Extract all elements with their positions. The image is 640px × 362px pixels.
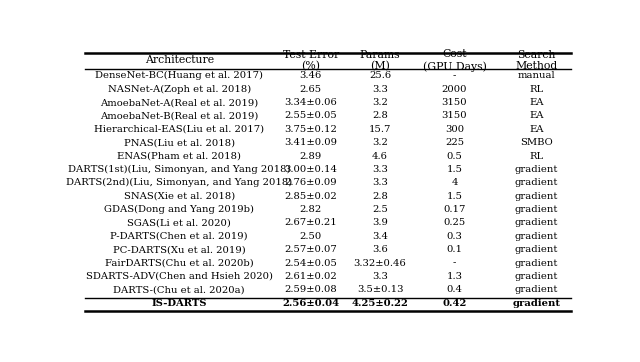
Text: 2.56±0.04: 2.56±0.04: [282, 299, 339, 308]
Text: gradient: gradient: [515, 165, 558, 174]
Text: 3.5±0.13: 3.5±0.13: [357, 285, 403, 294]
Text: 3.3: 3.3: [372, 178, 388, 188]
Text: 4.25±0.22: 4.25±0.22: [351, 299, 408, 308]
Text: 3150: 3150: [442, 111, 467, 121]
Text: 0.1: 0.1: [447, 245, 463, 254]
Text: 4: 4: [451, 178, 458, 188]
Text: EA: EA: [529, 125, 543, 134]
Text: FairDARTS(Chu et al. 2020b): FairDARTS(Chu et al. 2020b): [105, 258, 253, 268]
Text: -: -: [452, 258, 456, 268]
Text: DARTS(2nd)(Liu, Simonyan, and Yang 2018): DARTS(2nd)(Liu, Simonyan, and Yang 2018): [66, 178, 292, 188]
Text: 3.00±0.14: 3.00±0.14: [284, 165, 337, 174]
Text: 3.3: 3.3: [372, 272, 388, 281]
Text: 0.25: 0.25: [444, 219, 466, 227]
Text: gradient: gradient: [512, 299, 561, 308]
Text: DARTS(1st)(Liu, Simonyan, and Yang 2018): DARTS(1st)(Liu, Simonyan, and Yang 2018): [68, 165, 291, 174]
Text: 3.6: 3.6: [372, 245, 388, 254]
Text: 2.67±0.21: 2.67±0.21: [284, 219, 337, 227]
Text: 2.8: 2.8: [372, 111, 388, 121]
Text: RL: RL: [529, 85, 543, 94]
Text: manual: manual: [518, 71, 555, 80]
Text: Test Error
(%): Test Error (%): [282, 50, 339, 71]
Text: 3.41±0.09: 3.41±0.09: [284, 138, 337, 147]
Text: 2.8: 2.8: [372, 192, 388, 201]
Text: gradient: gradient: [515, 245, 558, 254]
Text: gradient: gradient: [515, 258, 558, 268]
Text: 3.2: 3.2: [372, 98, 388, 107]
Text: gradient: gradient: [515, 272, 558, 281]
Text: 15.7: 15.7: [369, 125, 391, 134]
Text: 2.59±0.08: 2.59±0.08: [284, 285, 337, 294]
Text: 1.5: 1.5: [447, 192, 463, 201]
Text: gradient: gradient: [515, 192, 558, 201]
Text: 2.85±0.02: 2.85±0.02: [284, 192, 337, 201]
Text: AmoebaNet-B(Real et al. 2019): AmoebaNet-B(Real et al. 2019): [100, 111, 259, 121]
Text: 1.3: 1.3: [447, 272, 463, 281]
Text: 1.5: 1.5: [447, 165, 463, 174]
Text: 3.32±0.46: 3.32±0.46: [354, 258, 406, 268]
Text: 3150: 3150: [442, 98, 467, 107]
Text: 300: 300: [445, 125, 464, 134]
Text: 3.3: 3.3: [372, 85, 388, 94]
Text: GDAS(Dong and Yang 2019b): GDAS(Dong and Yang 2019b): [104, 205, 254, 214]
Text: RL: RL: [529, 152, 543, 161]
Text: SMBO: SMBO: [520, 138, 553, 147]
Text: ENAS(Pham et al. 2018): ENAS(Pham et al. 2018): [117, 152, 241, 161]
Text: 2.82: 2.82: [300, 205, 322, 214]
Text: Architecture: Architecture: [145, 55, 214, 66]
Text: EA: EA: [529, 98, 543, 107]
Text: 2.57±0.07: 2.57±0.07: [284, 245, 337, 254]
Text: 2.55±0.05: 2.55±0.05: [284, 111, 337, 121]
Text: SDARTS-ADV(Chen and Hsieh 2020): SDARTS-ADV(Chen and Hsieh 2020): [86, 272, 273, 281]
Text: NASNet-A(Zoph et al. 2018): NASNet-A(Zoph et al. 2018): [108, 85, 251, 94]
Text: 0.3: 0.3: [447, 232, 463, 241]
Text: 2.89: 2.89: [300, 152, 322, 161]
Text: IS-DARTS: IS-DARTS: [152, 299, 207, 308]
Text: Cost
(GPU Days): Cost (GPU Days): [422, 49, 486, 72]
Text: AmoebaNet-A(Real et al. 2019): AmoebaNet-A(Real et al. 2019): [100, 98, 259, 107]
Text: gradient: gradient: [515, 178, 558, 188]
Text: 4.6: 4.6: [372, 152, 388, 161]
Text: 0.17: 0.17: [444, 205, 466, 214]
Text: gradient: gradient: [515, 205, 558, 214]
Text: Params
(M): Params (M): [360, 50, 401, 71]
Text: gradient: gradient: [515, 232, 558, 241]
Text: 2.65: 2.65: [300, 85, 322, 94]
Text: 2.5: 2.5: [372, 205, 388, 214]
Text: SGAS(Li et al. 2020): SGAS(Li et al. 2020): [127, 219, 231, 227]
Text: Hierarchical-EAS(Liu et al. 2017): Hierarchical-EAS(Liu et al. 2017): [94, 125, 264, 134]
Text: Search
Method: Search Method: [515, 50, 557, 71]
Text: 2.76±0.09: 2.76±0.09: [284, 178, 337, 188]
Text: P-DARTS(Chen et al. 2019): P-DARTS(Chen et al. 2019): [110, 232, 248, 241]
Text: 3.34±0.06: 3.34±0.06: [284, 98, 337, 107]
Text: 2.61±0.02: 2.61±0.02: [284, 272, 337, 281]
Text: 25.6: 25.6: [369, 71, 391, 80]
Text: EA: EA: [529, 111, 543, 121]
Text: 2.54±0.05: 2.54±0.05: [284, 258, 337, 268]
Text: 225: 225: [445, 138, 464, 147]
Text: 0.5: 0.5: [447, 152, 463, 161]
Text: 3.46: 3.46: [300, 71, 322, 80]
Text: SNAS(Xie et al. 2018): SNAS(Xie et al. 2018): [124, 192, 235, 201]
Text: PC-DARTS(Xu et al. 2019): PC-DARTS(Xu et al. 2019): [113, 245, 246, 254]
Text: -: -: [452, 71, 456, 80]
Text: gradient: gradient: [515, 285, 558, 294]
Text: 3.4: 3.4: [372, 232, 388, 241]
Text: DARTS-(Chu et al. 2020a): DARTS-(Chu et al. 2020a): [113, 285, 245, 294]
Text: 2.50: 2.50: [300, 232, 322, 241]
Text: 0.42: 0.42: [442, 299, 467, 308]
Text: 3.75±0.12: 3.75±0.12: [284, 125, 337, 134]
Text: 0.4: 0.4: [447, 285, 463, 294]
Text: 3.2: 3.2: [372, 138, 388, 147]
Text: gradient: gradient: [515, 219, 558, 227]
Text: PNAS(Liu et al. 2018): PNAS(Liu et al. 2018): [124, 138, 235, 147]
Text: DenseNet-BC(Huang et al. 2017): DenseNet-BC(Huang et al. 2017): [95, 71, 263, 80]
Text: 3.3: 3.3: [372, 165, 388, 174]
Text: 3.9: 3.9: [372, 219, 388, 227]
Text: 2000: 2000: [442, 85, 467, 94]
